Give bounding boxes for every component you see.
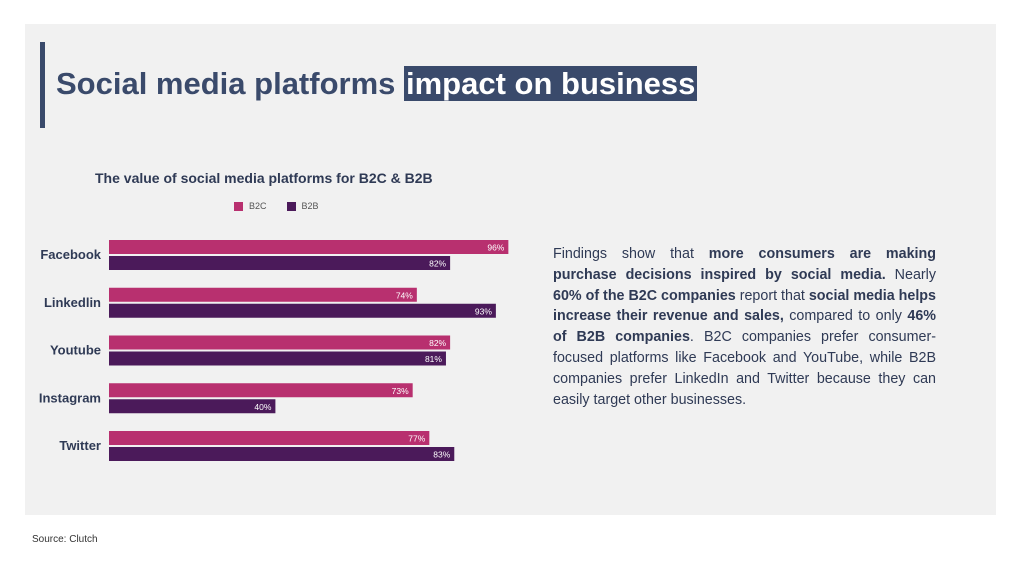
findings-bold: 60% of the B2C companies	[553, 287, 736, 304]
page-title: Social media platforms impact on busines…	[56, 62, 698, 106]
findings-text: Findings show that	[553, 246, 709, 262]
bar-b2c-youtube	[109, 335, 451, 350]
category-label: Twitter	[59, 438, 101, 453]
bar-b2b-instagram	[109, 399, 276, 414]
data-label: 93%	[475, 306, 492, 316]
data-label: 73%	[392, 386, 409, 396]
title-highlight: impact on business	[404, 66, 698, 101]
title-accent-bar	[40, 42, 45, 128]
data-label: 82%	[429, 338, 446, 348]
bar-b2b-youtube	[109, 351, 446, 366]
legend-item-b2c: B2C	[234, 201, 267, 211]
bar-b2b-linkedlin	[109, 303, 496, 318]
chart-title: The value of social media platforms for …	[95, 170, 433, 186]
data-label: 82%	[429, 259, 446, 269]
bar-b2c-facebook	[109, 240, 509, 254]
findings-bold: more consumers are making purchase decis…	[553, 246, 936, 283]
data-label: 96%	[487, 243, 504, 253]
bar-b2c-instagram	[109, 383, 413, 398]
data-label: 74%	[396, 290, 413, 300]
legend-label-b2b: B2B	[301, 201, 319, 211]
data-label: 83%	[433, 450, 450, 460]
title-part: Social media platforms	[56, 66, 404, 101]
category-label: Youtube	[50, 343, 101, 358]
legend-label-b2c: B2C	[249, 201, 267, 211]
legend-swatch-b2c	[234, 201, 243, 211]
data-label: 40%	[254, 402, 271, 412]
findings-bold: social media helps increase their revenu…	[553, 287, 936, 325]
bar-b2b-facebook	[109, 256, 451, 270]
findings-bold: 46% of B2B companies	[553, 308, 936, 346]
category-label: Facebook	[40, 247, 101, 262]
findings-text: Nearly	[885, 266, 936, 283]
source-note: Source: Clutch	[32, 534, 98, 545]
findings-text: . B2C companies prefer consumer-focused …	[553, 329, 936, 408]
bar-b2b-twitter	[109, 447, 455, 461]
findings-paragraph: Findings show that more consumers are ma…	[553, 244, 936, 410]
bar-b2c-linkedlin	[109, 287, 417, 302]
data-label: 77%	[408, 434, 425, 444]
findings-text: report that	[735, 287, 809, 304]
legend-swatch-b2b	[286, 201, 296, 211]
findings-text: compared to only	[783, 308, 908, 325]
category-label: Instagram	[39, 390, 101, 405]
category-label: Linkedlin	[44, 295, 101, 310]
legend-item-b2b: B2B	[286, 201, 319, 211]
chart-legend: B2C B2B	[234, 201, 333, 211]
data-label: 81%	[425, 354, 442, 364]
bar-b2c-twitter	[109, 431, 430, 445]
